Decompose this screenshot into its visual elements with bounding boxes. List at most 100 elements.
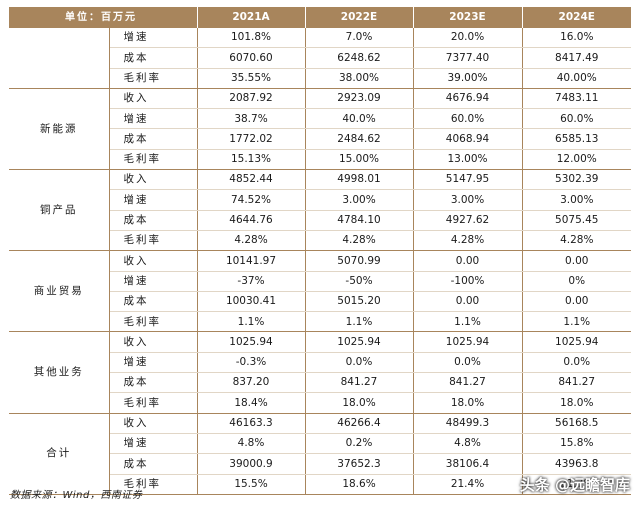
value-cell: 15.13% <box>197 149 306 171</box>
table-row: 增速 74.52% 3.00% 3.00% 3.00% <box>9 189 631 211</box>
year-header: 2022E <box>305 7 414 28</box>
metric-label: 收入 <box>109 331 198 353</box>
table-body: 增速 101.8% 7.0% 20.0% 16.0% 成本 6070.60 6248.62 73… <box>9 28 631 495</box>
value-cell: 7483.11 <box>522 88 631 110</box>
table-row: 成本 10030.41 5015.20 0.00 0.00 <box>9 291 631 313</box>
table-row: 增速 38.7% 40.0% 60.0% 60.0% <box>9 108 631 130</box>
metric-label: 毛利率 <box>109 230 198 252</box>
value-cell: 5147.95 <box>413 169 523 191</box>
value-cell: 74.52% <box>197 189 306 211</box>
value-cell: 4644.76 <box>197 210 306 231</box>
value-cell: 37652.3 <box>305 453 414 475</box>
segment-name: 商业贸易 <box>9 250 110 333</box>
value-cell: 38.7% <box>197 108 306 130</box>
value-cell: 841.27 <box>305 372 414 394</box>
segment-name <box>9 28 110 89</box>
value-cell: 10141.97 <box>197 250 306 272</box>
watermark: 头条 @远瞻智库 <box>519 476 630 494</box>
value-cell: -37% <box>197 271 306 292</box>
value-cell: 6248.62 <box>305 47 414 69</box>
table-row: 毛利率 15.13% 15.00% 13.00% 12.00% <box>9 149 631 171</box>
segment-name: 新能源 <box>9 88 110 171</box>
value-cell: 18.6% <box>305 474 414 495</box>
value-cell: 2923.09 <box>305 88 414 110</box>
segment-name: 其他业务 <box>9 331 110 414</box>
table-row: 增速 -0.3% 0.0% 0.0% 0.0% <box>9 352 631 374</box>
value-cell: 13.00% <box>413 149 523 171</box>
metric-label: 毛利率 <box>109 68 198 89</box>
value-cell: 5070.99 <box>305 250 414 272</box>
value-cell: -100% <box>413 271 523 292</box>
value-cell: -50% <box>305 271 414 292</box>
table-row: 成本 1772.02 2484.62 4068.94 6585.13 <box>9 128 631 150</box>
value-cell: 4068.94 <box>413 128 523 150</box>
year-header: 2021A <box>197 7 306 28</box>
value-cell: 0.00 <box>413 250 523 272</box>
value-cell: 3.00% <box>522 189 631 211</box>
value-cell: 2087.92 <box>197 88 306 110</box>
metric-label: 成本 <box>109 453 198 475</box>
table-row: 毛利率 1.1% 1.1% 1.1% 1.1% <box>9 311 631 333</box>
metric-label: 成本 <box>109 128 198 150</box>
value-cell: 101.8% <box>197 28 306 49</box>
value-cell: 4998.01 <box>305 169 414 191</box>
value-cell: 4.28% <box>413 230 523 252</box>
value-cell: 15.00% <box>305 149 414 171</box>
value-cell: 4.28% <box>305 230 414 252</box>
value-cell: 0.00 <box>522 250 631 272</box>
segment-name: 合计 <box>9 413 110 495</box>
value-cell: 4927.62 <box>413 210 523 231</box>
value-cell: 1.1% <box>197 311 306 333</box>
table-row: 毛利率 35.55% 38.00% 39.00% 40.00% <box>9 68 631 89</box>
table-row: 铜产品 收入 4852.44 4998.01 5147.95 5302.39 <box>9 169 631 252</box>
metric-label: 增速 <box>109 271 198 292</box>
value-cell: 60.0% <box>413 108 523 130</box>
value-cell: 60.0% <box>522 108 631 130</box>
value-cell: 6070.60 <box>197 47 306 69</box>
value-cell: 18.4% <box>197 392 306 414</box>
value-cell: 1025.94 <box>305 331 414 353</box>
value-cell: 1772.02 <box>197 128 306 150</box>
table-row: 成本 6070.60 6248.62 7377.40 8417.49 <box>9 47 631 69</box>
value-cell: 1.1% <box>305 311 414 333</box>
financial-forecast-table: 单位：百万元 2021A 2022E 2023E 2024E 增速 101.8% 7… <box>9 7 631 495</box>
year-header: 2024E <box>522 7 631 28</box>
value-cell: 4.28% <box>522 230 631 252</box>
metric-label: 增速 <box>109 433 198 455</box>
value-cell: 5075.45 <box>522 210 631 231</box>
value-cell: 1025.94 <box>522 331 631 353</box>
metric-label: 成本 <box>109 210 198 231</box>
metric-label: 增速 <box>109 28 198 49</box>
value-cell: 0% <box>522 271 631 292</box>
value-cell: 1.1% <box>413 311 523 333</box>
value-cell: 40.00% <box>522 68 631 89</box>
value-cell: 18.0% <box>413 392 523 414</box>
value-cell: 18.0% <box>305 392 414 414</box>
table-row: 合计 收入 46163.3 46266.4 48499.3 56168.5 <box>9 413 631 495</box>
value-cell: 0.2% <box>305 433 414 455</box>
value-cell: 56168.5 <box>522 413 631 434</box>
value-cell: 39.00% <box>413 68 523 89</box>
metric-label: 毛利率 <box>109 474 198 495</box>
value-cell: 841.27 <box>522 372 631 394</box>
table-row: 其他业务 收入 1025.94 1025.94 1025.94 1025.94 <box>9 331 631 414</box>
value-cell: 0.0% <box>413 352 523 374</box>
value-cell: 4.8% <box>197 433 306 455</box>
value-cell: 12.00% <box>522 149 631 171</box>
year-header: 2023E <box>413 7 523 28</box>
metric-label: 成本 <box>109 47 198 69</box>
value-cell: 4852.44 <box>197 169 306 191</box>
metric-label: 增速 <box>109 108 198 130</box>
value-cell: 0.00 <box>413 291 523 313</box>
metric-label: 收入 <box>109 169 198 191</box>
value-cell: 2484.62 <box>305 128 414 150</box>
metric-label: 收入 <box>109 250 198 272</box>
value-cell: 5015.20 <box>305 291 414 313</box>
table-row: 商业贸易 收入 10141.97 5070.99 0.00 0.00 <box>9 250 631 333</box>
table-row: 成本 39000.9 37652.3 38106.4 43963.8 <box>9 453 631 475</box>
value-cell: 4676.94 <box>413 88 523 110</box>
value-cell: 10030.41 <box>197 291 306 313</box>
value-cell: 21.7% <box>522 474 631 495</box>
metric-label: 收入 <box>109 413 198 434</box>
value-cell: 0.0% <box>522 352 631 374</box>
